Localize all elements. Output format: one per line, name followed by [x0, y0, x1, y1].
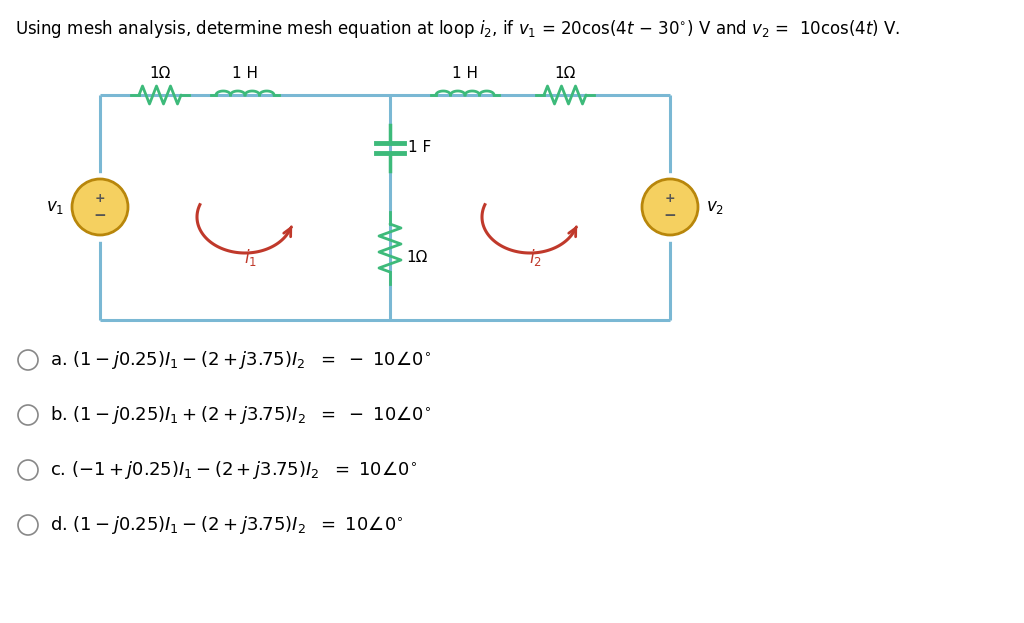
Text: +: + [665, 193, 675, 206]
Text: 1Ω: 1Ω [150, 65, 171, 80]
Text: 1 H: 1 H [452, 65, 478, 80]
Text: −: − [93, 209, 106, 224]
Circle shape [18, 460, 38, 480]
Text: b. $(1 - j0.25)I_1 + (2 + j3.75)I_2$  $= \ -\ 10\angle0^{\circ}$: b. $(1 - j0.25)I_1 + (2 + j3.75)I_2$ $= … [50, 404, 431, 426]
Text: 1Ω: 1Ω [406, 250, 427, 265]
Text: −: − [664, 209, 677, 224]
Text: 1 F: 1 F [408, 141, 431, 156]
Circle shape [72, 179, 128, 235]
Text: Using mesh analysis, determine mesh equation at loop $i_2$, if $v_1$ = 20cos(4$t: Using mesh analysis, determine mesh equa… [15, 18, 900, 40]
Text: $v_2$: $v_2$ [706, 198, 724, 216]
Text: $i_1$: $i_1$ [244, 247, 256, 268]
Text: a. $(1 - j0.25)I_1 - (2 + j3.75)I_2$  $= \ -\ 10\angle0^{\circ}$: a. $(1 - j0.25)I_1 - (2 + j3.75)I_2$ $= … [50, 349, 431, 371]
Text: $i_2$: $i_2$ [528, 247, 542, 268]
Text: $v_1$: $v_1$ [46, 198, 63, 216]
Text: d. $(1 - j0.25)I_1 - (2 + j3.75)I_2$  $= \ 10\angle0^{\circ}$: d. $(1 - j0.25)I_1 - (2 + j3.75)I_2$ $= … [50, 514, 403, 536]
Circle shape [18, 350, 38, 370]
Circle shape [642, 179, 698, 235]
Text: +: + [94, 193, 105, 206]
Text: 1 H: 1 H [232, 65, 258, 80]
Circle shape [18, 405, 38, 425]
Circle shape [18, 515, 38, 535]
Text: c. $(-1 + j0.25)I_1 - (2 + j3.75)I_2$  $= \ 10\angle0^{\circ}$: c. $(-1 + j0.25)I_1 - (2 + j3.75)I_2$ $=… [50, 459, 417, 481]
Text: 1Ω: 1Ω [554, 65, 575, 80]
